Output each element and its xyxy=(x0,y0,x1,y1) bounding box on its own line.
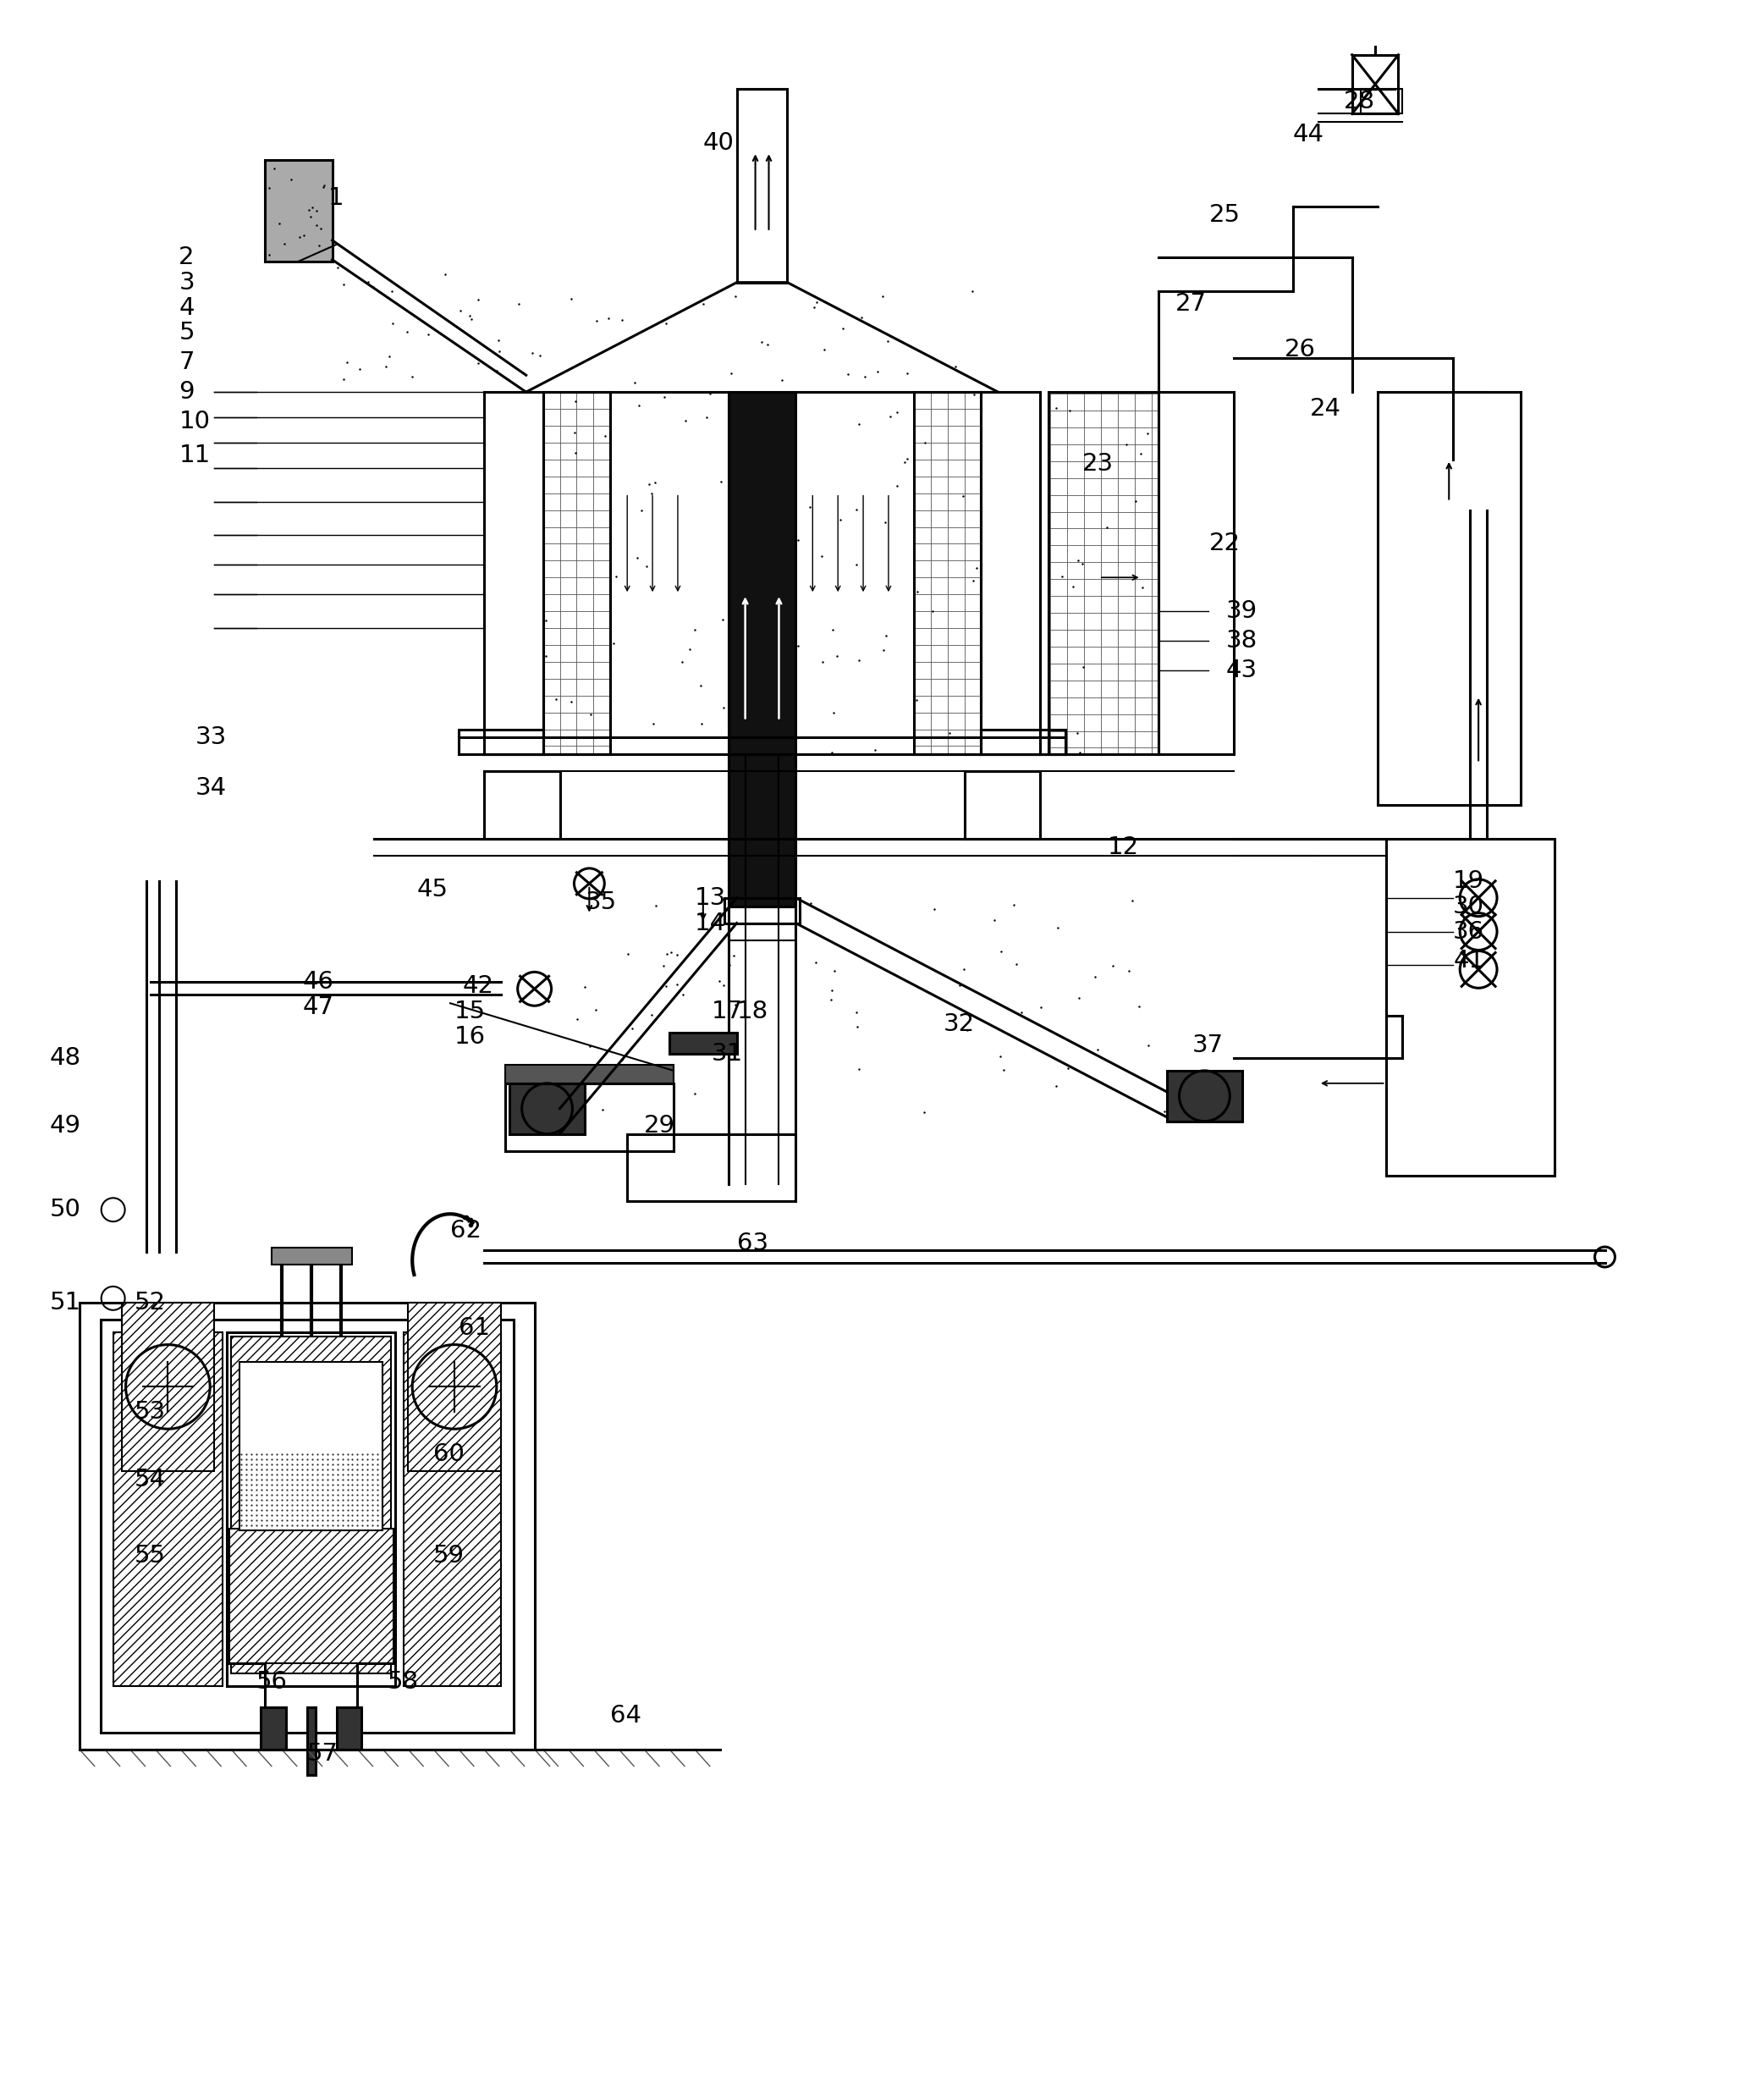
Text: 45: 45 xyxy=(416,878,448,901)
Text: 16: 16 xyxy=(455,1025,487,1048)
Text: 62: 62 xyxy=(450,1218,481,1243)
Text: 53: 53 xyxy=(135,1401,166,1424)
Text: 39: 39 xyxy=(1225,598,1256,624)
Text: 51: 51 xyxy=(51,1292,80,1315)
Bar xyxy=(506,1084,674,1151)
Text: 9: 9 xyxy=(178,380,194,403)
Bar xyxy=(485,771,560,838)
Bar xyxy=(336,1707,362,1749)
Text: 57: 57 xyxy=(306,1741,338,1766)
Text: 37: 37 xyxy=(1192,1033,1223,1056)
Bar xyxy=(271,1247,352,1264)
Text: 42: 42 xyxy=(462,974,493,998)
Bar xyxy=(626,1134,796,1201)
Bar xyxy=(506,1065,674,1084)
Text: 12: 12 xyxy=(1108,836,1139,859)
Text: 26: 26 xyxy=(1284,338,1316,361)
Bar xyxy=(264,160,332,260)
Bar xyxy=(1167,1071,1242,1121)
Text: 34: 34 xyxy=(196,777,228,800)
Bar xyxy=(728,393,796,907)
Text: 10: 10 xyxy=(178,410,210,433)
Text: 36: 36 xyxy=(1452,920,1484,943)
Text: 2: 2 xyxy=(178,246,194,269)
Text: 33: 33 xyxy=(196,727,228,750)
Text: 25: 25 xyxy=(1209,204,1241,227)
Text: 14: 14 xyxy=(695,911,726,934)
Bar xyxy=(231,1336,392,1674)
Text: 63: 63 xyxy=(737,1231,768,1256)
Text: 50: 50 xyxy=(51,1197,80,1222)
Bar xyxy=(121,1302,213,1472)
Text: 17: 17 xyxy=(712,1000,744,1023)
Text: 32: 32 xyxy=(943,1012,975,1035)
Text: 31: 31 xyxy=(712,1042,744,1065)
Text: 61: 61 xyxy=(458,1317,490,1340)
Bar xyxy=(261,1707,285,1749)
Text: 38: 38 xyxy=(1225,628,1256,653)
Bar xyxy=(509,1084,584,1134)
Text: 4: 4 xyxy=(178,296,194,319)
Text: 54: 54 xyxy=(135,1468,166,1491)
Text: 55: 55 xyxy=(135,1544,166,1567)
Text: 7: 7 xyxy=(178,351,194,374)
Bar xyxy=(1158,393,1234,754)
Text: 64: 64 xyxy=(611,1703,642,1728)
Text: 13: 13 xyxy=(695,886,726,909)
Text: 44: 44 xyxy=(1293,124,1325,147)
Text: 23: 23 xyxy=(1081,452,1113,475)
Text: 3: 3 xyxy=(178,271,194,294)
Text: 29: 29 xyxy=(644,1113,676,1138)
Bar xyxy=(114,1331,222,1686)
Bar xyxy=(982,393,1040,754)
Text: 35: 35 xyxy=(584,890,616,914)
Bar xyxy=(485,393,542,754)
Text: 24: 24 xyxy=(1311,397,1340,420)
Bar xyxy=(229,1529,394,1663)
Text: 22: 22 xyxy=(1209,531,1241,556)
Bar xyxy=(964,771,1039,838)
Text: 59: 59 xyxy=(434,1544,466,1567)
Text: 19: 19 xyxy=(1452,869,1484,892)
Text: 11: 11 xyxy=(178,443,210,466)
Text: 56: 56 xyxy=(255,1670,287,1695)
Bar xyxy=(79,1302,534,1749)
Bar xyxy=(1048,393,1158,754)
Text: 5: 5 xyxy=(178,321,194,344)
Bar xyxy=(914,393,982,754)
Bar xyxy=(724,899,800,924)
Text: 27: 27 xyxy=(1174,292,1206,315)
Text: 52: 52 xyxy=(135,1292,166,1315)
Text: 18: 18 xyxy=(737,1000,768,1023)
Bar xyxy=(1377,393,1521,804)
Text: 30: 30 xyxy=(1452,895,1484,918)
Bar xyxy=(306,1707,315,1775)
Text: 43: 43 xyxy=(1225,659,1256,683)
Text: 46: 46 xyxy=(303,970,334,993)
Text: 15: 15 xyxy=(455,1000,487,1023)
Text: 1: 1 xyxy=(327,187,343,210)
Bar xyxy=(240,1361,383,1531)
Bar xyxy=(228,1331,396,1686)
Text: 58: 58 xyxy=(387,1670,418,1695)
Text: 48: 48 xyxy=(51,1046,80,1069)
Text: 41: 41 xyxy=(1452,949,1484,972)
Text: 40: 40 xyxy=(704,132,735,155)
Bar xyxy=(408,1302,500,1472)
Bar xyxy=(404,1331,500,1686)
Bar xyxy=(100,1319,513,1732)
Bar xyxy=(737,88,788,281)
Text: 60: 60 xyxy=(434,1443,464,1466)
Bar xyxy=(458,729,542,754)
Text: 47: 47 xyxy=(303,995,334,1018)
Text: 28: 28 xyxy=(1344,90,1375,113)
Bar xyxy=(728,924,796,941)
Text: 49: 49 xyxy=(51,1113,80,1138)
Bar xyxy=(668,1033,737,1054)
Bar xyxy=(1386,838,1554,1176)
Bar xyxy=(542,393,611,754)
Bar xyxy=(1353,55,1398,113)
Bar xyxy=(1360,88,1402,113)
Bar xyxy=(982,729,1066,754)
